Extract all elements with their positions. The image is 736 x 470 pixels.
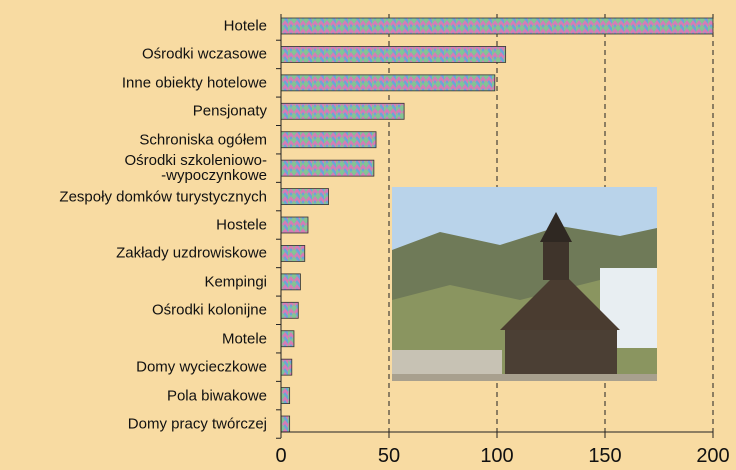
bar xyxy=(280,216,309,234)
x-tick-label: 0 xyxy=(275,445,286,467)
bar xyxy=(280,131,377,149)
y-tick-label: Kempingi xyxy=(204,273,267,291)
bar xyxy=(280,102,405,120)
bar xyxy=(280,358,293,376)
bar xyxy=(280,415,291,433)
y-tick-label: Domy pracy twórczej xyxy=(127,415,267,433)
y-tick-label: Pola biwakowe xyxy=(166,387,267,405)
x-tick-label: 50 xyxy=(378,445,400,467)
bar xyxy=(280,188,329,205)
bar xyxy=(280,46,507,63)
y-tick-label: Zespoły domków turystycznych xyxy=(59,188,267,206)
bar xyxy=(280,159,375,177)
bar xyxy=(280,245,306,262)
y-tick-label: Pensjonaty xyxy=(192,102,267,120)
bar xyxy=(280,74,496,92)
bar xyxy=(280,17,714,35)
y-tick-label: Ośrodki szkoleniowo- -wypoczynkowe xyxy=(124,152,267,185)
y-tick-label: Zakłady uzdrowiskowe xyxy=(116,244,267,262)
x-tick-label: 100 xyxy=(480,445,513,467)
y-tick-label: Domy wycieczkowe xyxy=(136,358,267,376)
photo xyxy=(392,187,657,381)
y-tick-label: Hostele xyxy=(216,216,267,234)
bar xyxy=(280,387,291,404)
x-tick-label: 150 xyxy=(588,445,621,467)
y-tick-label: Motele xyxy=(221,330,267,348)
bar xyxy=(280,301,299,319)
y-tick-label: Schroniska ogółem xyxy=(139,131,267,149)
x-tick-label: 200 xyxy=(696,445,729,467)
y-tick-label: Ośrodki wczasowe xyxy=(141,45,267,63)
y-tick-label: Hotele xyxy=(223,17,267,35)
y-tick-label: Inne obiekty hotelowe xyxy=(121,74,267,92)
y-tick-label: Ośrodki kolonijne xyxy=(151,301,267,319)
bar xyxy=(280,273,301,291)
bar xyxy=(280,330,295,348)
